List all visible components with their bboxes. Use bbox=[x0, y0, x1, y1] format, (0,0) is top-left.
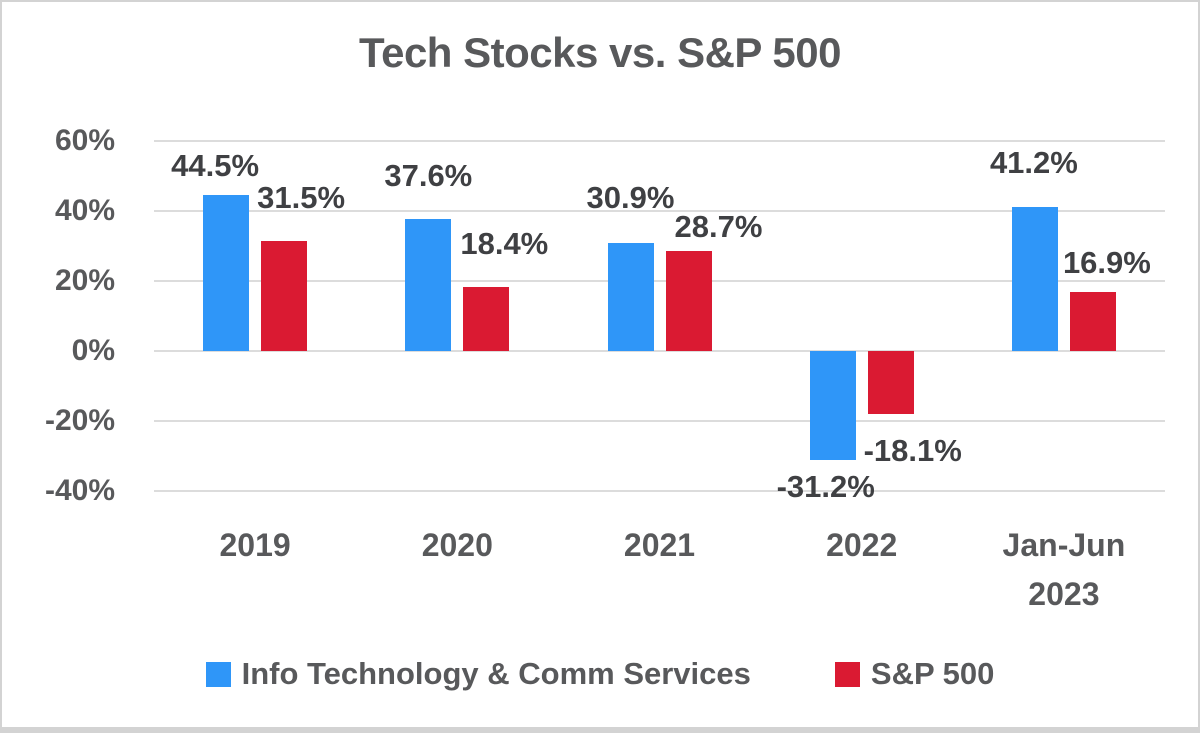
bar-value-label: 28.7% bbox=[674, 208, 763, 244]
bar-value-label: 31.5% bbox=[257, 179, 346, 215]
x-axis-category-label: 2022 bbox=[826, 527, 898, 563]
y-axis-tick-label: 0% bbox=[71, 334, 115, 367]
bar bbox=[463, 286, 510, 351]
gridline bbox=[154, 210, 1165, 212]
bar bbox=[261, 240, 308, 351]
bar bbox=[203, 195, 250, 351]
gridline bbox=[154, 490, 1165, 492]
bar-value-label: -18.1% bbox=[863, 433, 962, 469]
gridline bbox=[154, 140, 1165, 142]
gridline bbox=[154, 420, 1165, 422]
bar bbox=[1011, 206, 1058, 351]
gridline bbox=[154, 280, 1165, 282]
x-axis-category-label: 2020 bbox=[421, 527, 493, 563]
bar bbox=[809, 351, 856, 461]
gridline bbox=[154, 350, 1165, 352]
bar-value-label: 37.6% bbox=[384, 158, 473, 194]
bar-value-label: 18.4% bbox=[460, 225, 549, 261]
legend-swatch bbox=[834, 661, 860, 687]
x-axis-category-label: 2019 bbox=[219, 527, 291, 563]
x-axis-category-label: 2021 bbox=[623, 527, 696, 563]
bar-value-label: 41.2% bbox=[989, 144, 1078, 180]
y-axis-tick-label: 40% bbox=[54, 194, 115, 227]
y-axis-tick-label: -40% bbox=[44, 474, 115, 507]
bar-value-label: 30.9% bbox=[586, 179, 675, 215]
legend: Info Technology & Comm Services S&P 500 bbox=[2, 657, 1198, 691]
bar-value-label: 44.5% bbox=[171, 148, 260, 184]
legend-label: Info Technology & Comm Services bbox=[241, 656, 751, 691]
bar-value-label: 16.9% bbox=[1062, 244, 1151, 280]
bar bbox=[607, 242, 654, 351]
legend-item: S&P 500 bbox=[834, 656, 995, 691]
bar-value-label: -31.2% bbox=[776, 469, 875, 505]
legend-label: S&P 500 bbox=[870, 656, 995, 691]
y-axis-tick-label: 60% bbox=[54, 124, 115, 157]
legend-swatch bbox=[205, 661, 231, 687]
bar bbox=[405, 219, 452, 351]
bar bbox=[665, 250, 712, 351]
y-axis-tick-label: 20% bbox=[54, 264, 115, 297]
chart-title: Tech Stocks vs. S&P 500 bbox=[359, 29, 841, 76]
x-axis-category-label: Jan-Jun 2023 bbox=[1002, 527, 1126, 612]
bar bbox=[1069, 291, 1116, 351]
legend-item: Info Technology & Comm Services bbox=[205, 656, 751, 691]
y-axis-tick-label: -20% bbox=[44, 404, 115, 437]
bar bbox=[867, 351, 914, 415]
